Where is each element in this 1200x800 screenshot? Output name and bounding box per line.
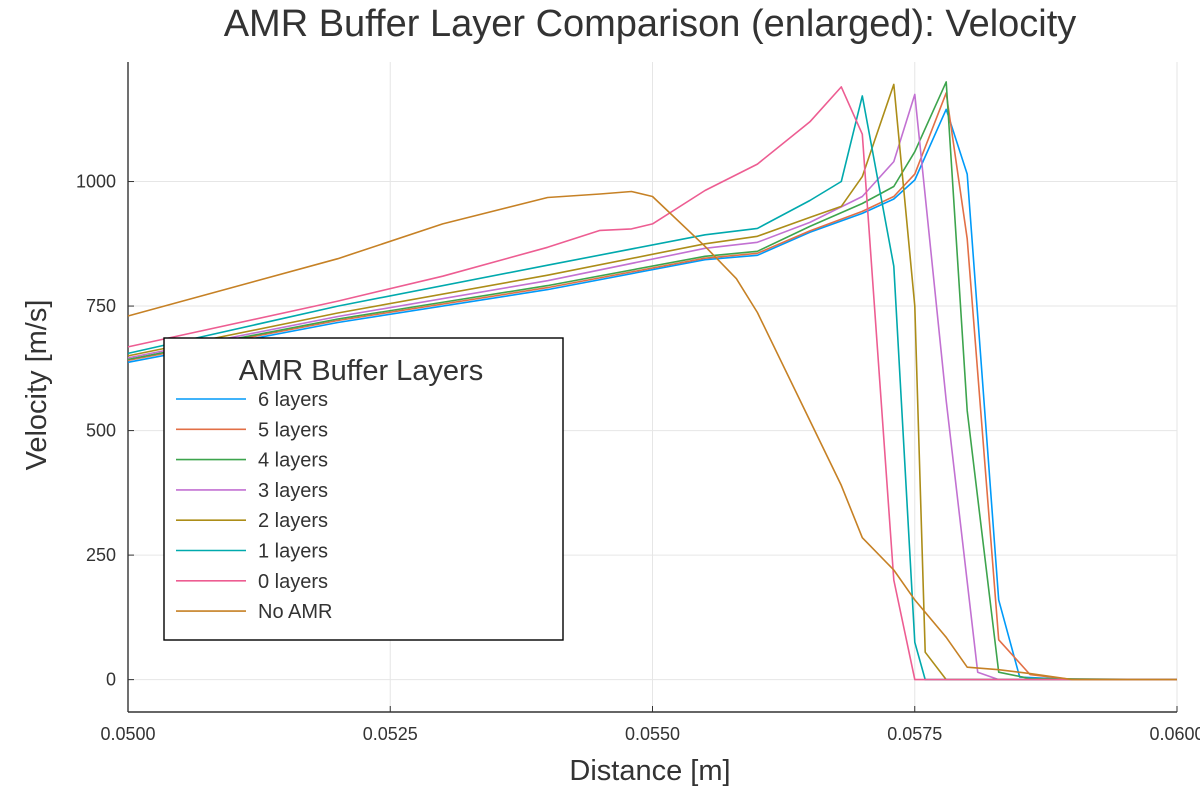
legend-entries: 6 layers 5 layers 4 layers 3 layers 2 layers…	[176, 389, 332, 623]
series-line-4	[127, 83, 1177, 681]
y-tick-label: 500	[86, 421, 116, 441]
legend-label-1: 5 layers	[258, 419, 328, 441]
legend-label-6: 0 layers	[258, 571, 328, 593]
legend-label-5: 1 layers	[258, 541, 328, 563]
legend: AMR Buffer Layers 6 layers 5 layers 4 laye…	[163, 337, 564, 641]
series-line-2	[127, 81, 1178, 681]
legend-title: AMR Buffer Layers	[239, 355, 483, 387]
legend-label-7: No AMR	[258, 601, 332, 623]
series-line-5	[127, 95, 1177, 681]
legend-label-4: 2 layers	[258, 510, 328, 532]
series-line-7	[127, 190, 1177, 681]
x-tick-label: 0.0550	[625, 724, 680, 744]
x-tick-label: 0.0525	[363, 724, 418, 744]
chart-title: AMR Buffer Layer Comparison (enlarged): …	[224, 3, 1077, 45]
series-line-3	[127, 93, 1177, 681]
y-tick-label: 750	[86, 296, 116, 316]
x-tick-label: 0.0500	[100, 724, 155, 744]
y-tick-label: 250	[86, 545, 116, 565]
x-axis-label: Distance [m]	[569, 755, 730, 787]
series-lines	[127, 81, 1178, 681]
ticks: 0.0500 0.0525 0.0550 0.0575 0.0600 0 250 500 750…	[76, 172, 1200, 744]
series-line-6	[127, 86, 1177, 681]
y-tick-label: 1000	[76, 172, 116, 192]
series-line-1	[127, 92, 1177, 681]
x-tick-label: 0.0600	[1149, 724, 1200, 744]
y-axis-label: Velocity [m/s]	[21, 300, 53, 471]
y-tick-label: 0	[106, 670, 116, 690]
legend-label-2: 4 layers	[258, 450, 328, 472]
x-tick-label: 0.0575	[887, 724, 942, 744]
legend-label-0: 6 layers	[258, 389, 328, 411]
legend-box	[163, 337, 564, 641]
legend-label-3: 3 layers	[258, 480, 328, 502]
series-line-0	[127, 108, 1177, 681]
